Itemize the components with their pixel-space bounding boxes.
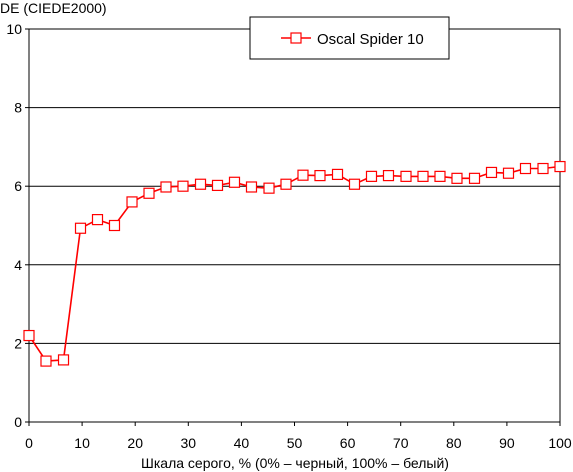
y-tick-label-2: 2	[14, 335, 22, 351]
data-point-marker	[297, 169, 309, 181]
data-point-marker	[382, 169, 395, 182]
data-point-marker	[348, 178, 361, 190]
data-point-marker	[263, 182, 275, 194]
y-tick-label-0: 0	[14, 414, 22, 430]
y-tick-label-8: 8	[14, 100, 22, 116]
data-point-marker	[314, 169, 326, 182]
legend-marker	[290, 32, 302, 44]
series-line-0	[28, 165, 561, 362]
legend-entry-label: Oscal Spider 10	[317, 31, 424, 48]
series-group	[23, 160, 566, 367]
data-point-marker	[400, 170, 412, 182]
data-point-marker	[160, 181, 172, 193]
y-tick-label-4: 4	[14, 257, 22, 273]
data-point-marker	[537, 162, 549, 175]
data-point-marker	[177, 180, 189, 192]
plot-area-frame	[28, 28, 561, 423]
x-tick-label-10: 10	[74, 435, 90, 451]
grid-lines	[29, 28, 560, 423]
y-tick-label-6: 6	[14, 178, 22, 194]
x-tick-label-70: 70	[393, 435, 409, 451]
data-point-marker	[23, 329, 35, 342]
data-point-marker	[331, 168, 344, 181]
data-point-marker	[519, 162, 532, 175]
x-tick-label-60: 60	[340, 435, 356, 451]
data-point-marker	[126, 196, 138, 208]
data-point-marker	[108, 219, 121, 232]
data-point-marker	[143, 187, 155, 199]
x-tick-label-30: 30	[181, 435, 197, 451]
legend: Oscal Spider 10	[249, 16, 450, 60]
x-axis-ticks: 0 10 20 30 40 50 60 70 80 90 100	[25, 422, 572, 451]
y-axis-ticks: 0 2 4 6 8 10	[6, 21, 29, 430]
data-point-marker	[57, 354, 70, 366]
x-tick-label-80: 80	[446, 435, 462, 451]
data-point-marker	[417, 170, 429, 182]
data-point-marker	[74, 222, 87, 234]
data-point-marker	[91, 214, 104, 226]
x-tick-label-100: 100	[548, 435, 572, 451]
data-point-marker	[554, 160, 566, 173]
data-point-marker	[451, 172, 463, 184]
data-point-marker	[468, 172, 481, 184]
data-point-marker	[434, 170, 446, 182]
data-point-marker	[502, 167, 515, 179]
x-tick-label-50: 50	[287, 435, 303, 451]
x-tick-label-90: 90	[499, 435, 515, 451]
x-tick-label-40: 40	[234, 435, 250, 451]
data-point-marker	[485, 166, 498, 179]
data-point-marker	[194, 178, 207, 190]
x-tick-label-0: 0	[25, 435, 33, 451]
data-point-marker	[228, 176, 241, 188]
x-axis-label: Шкала серого, % (0% – черный, 100% – бел…	[141, 455, 449, 471]
data-point-marker	[40, 355, 52, 367]
data-point-marker	[245, 181, 258, 193]
data-point-marker	[365, 170, 378, 182]
data-point-marker	[211, 179, 224, 192]
y-axis-label: DE (CIEDE2000)	[0, 0, 107, 16]
data-point-marker	[280, 178, 292, 190]
y-tick-label-10: 10	[6, 21, 22, 37]
x-tick-label-20: 20	[127, 435, 143, 451]
